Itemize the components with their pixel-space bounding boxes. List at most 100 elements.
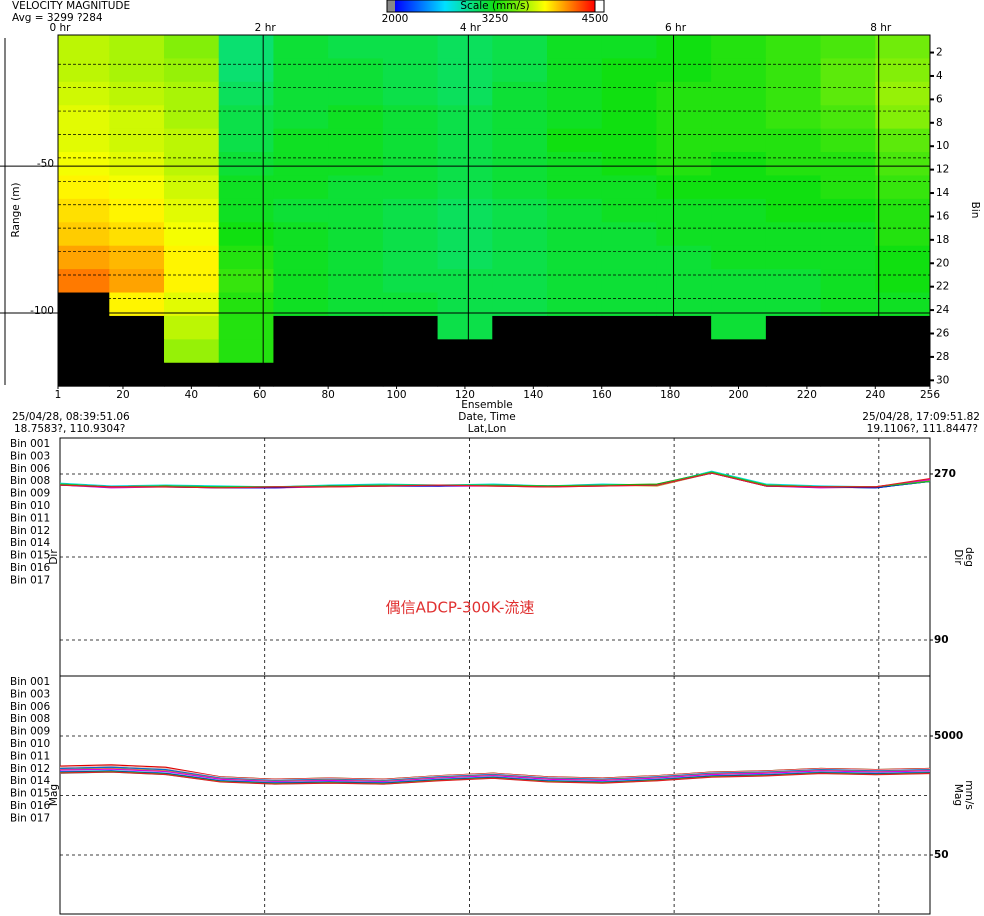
time-tick-label: 2 hr (255, 22, 277, 34)
heat-cell (164, 245, 220, 270)
heat-cell (218, 175, 274, 200)
heat-cell (656, 269, 712, 294)
heat-cell (820, 315, 876, 340)
heat-cell (820, 152, 876, 176)
heat-cell (109, 362, 165, 387)
heat-cell (58, 245, 110, 270)
heat-cell (382, 35, 439, 59)
heat-cell (109, 35, 165, 59)
heat-cell (601, 315, 657, 340)
x-tick-label: 140 (523, 389, 543, 401)
y2-axis-label: Dir (952, 549, 964, 565)
heat-cell (547, 339, 603, 364)
heat-cell (765, 198, 822, 223)
legend-entry: Bin 014 (10, 537, 50, 549)
y-axis-label: Range (m) (10, 182, 22, 237)
heat-cell (58, 35, 110, 59)
heat-cell (601, 105, 657, 130)
heat-cell (656, 222, 712, 247)
colorbar-frame (386, 0, 605, 13)
heat-cell (328, 81, 384, 106)
heat-cell (437, 269, 493, 294)
heat-cell (820, 222, 876, 247)
panel-frame (59, 675, 931, 915)
x-axis-label: Ensemble (461, 399, 513, 411)
bin-tick-label: 26 (936, 327, 950, 339)
heat-cell (164, 58, 220, 83)
heat-cell (601, 269, 657, 294)
heat-cell (820, 362, 876, 387)
bin-tick-label: 22 (936, 281, 949, 293)
heat-cell (875, 105, 931, 130)
legend-entry: Bin 017 (10, 812, 50, 824)
heat-cell (437, 175, 493, 200)
heat-cell (109, 315, 165, 340)
heat-cell (273, 128, 329, 153)
heat-cell (656, 362, 712, 387)
heat-cell (601, 339, 657, 364)
heat-cell (109, 222, 165, 247)
heat-cell (273, 245, 329, 270)
colorbar-label: Scale (mm/s) (460, 0, 529, 12)
y-tick-label: 50 (934, 849, 949, 861)
heat-cell (711, 105, 767, 130)
colorbar (395, 0, 595, 12)
heat-cell (218, 58, 274, 83)
heat-cell (547, 315, 603, 340)
start-time: 25/04/28, 08:39:51.06 (12, 411, 130, 423)
heat-cell (875, 245, 931, 270)
y2-axis-label: Mag (952, 784, 964, 806)
heat-cell (711, 128, 767, 153)
legend-entry: Bin 017 (10, 574, 50, 586)
heat-cell (492, 35, 548, 59)
heat-cell (875, 315, 931, 340)
heat-cell (875, 152, 931, 176)
heat-cell (492, 245, 548, 270)
heat-cell (109, 105, 165, 130)
legend-entry: Bin 016 (10, 800, 50, 812)
x-tick-label: 220 (797, 389, 817, 401)
heat-cell (218, 81, 274, 106)
series-line (59, 766, 931, 782)
y-axis-label: Mag (48, 784, 60, 806)
heat-cell (273, 81, 329, 106)
heat-cell (164, 35, 220, 59)
y2-axis-unit: mm/s (963, 780, 975, 809)
heat-cell (382, 339, 439, 364)
heat-cell (492, 198, 548, 223)
heat-cell (382, 269, 439, 294)
heat-cell (820, 128, 876, 153)
x-axis-label-2: Date, Time (458, 411, 515, 423)
heat-cell (328, 245, 384, 270)
heat-cell (382, 222, 439, 247)
heat-cell (492, 269, 548, 294)
heat-cell (218, 245, 274, 270)
bin-tick-label: 18 (936, 234, 949, 246)
heat-cell (273, 222, 329, 247)
heat-cell (765, 81, 822, 106)
legend-entry: Bin 008 (10, 713, 50, 725)
heat-cell (437, 35, 493, 59)
heat-cell (164, 152, 220, 176)
heat-cell (601, 175, 657, 200)
heat-cell (109, 152, 165, 176)
heat-cell (547, 362, 603, 387)
heat-cell (601, 152, 657, 176)
heat-cell (273, 269, 329, 294)
heat-cell (58, 128, 110, 153)
heat-cell (328, 362, 384, 387)
heat-cell (382, 362, 439, 387)
heat-cell (382, 198, 439, 223)
x-tick-label: 160 (592, 389, 612, 401)
heat-cell (492, 339, 548, 364)
legend-entry: Bin 011 (10, 750, 50, 762)
x-axis-label-3: Lat,Lon (468, 423, 506, 435)
heat-cell (58, 58, 110, 83)
heat-cell (875, 58, 931, 83)
heat-cell (765, 269, 822, 294)
x-tick-label: 256 (920, 389, 940, 401)
legend-entry: Bin 015 (10, 550, 50, 562)
heat-cell (58, 315, 110, 340)
legend-entry: Bin 011 (10, 512, 50, 524)
chart-subtitle: Avg = 3299 ?284 (12, 12, 103, 24)
